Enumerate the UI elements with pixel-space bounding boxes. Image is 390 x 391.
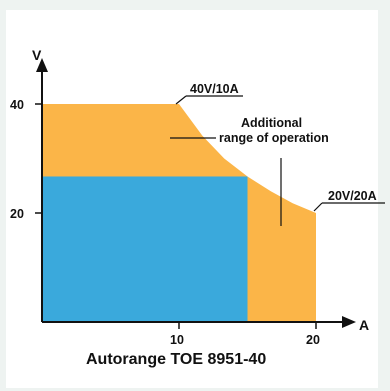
x-axis-arrow xyxy=(342,316,356,328)
y-axis-label: V xyxy=(32,47,42,63)
y-tick-label-20: 20 xyxy=(10,207,24,221)
corner-label-40v10a: 40V/10A xyxy=(190,82,239,96)
x-axis-label: A xyxy=(359,317,369,333)
additional-range-label-line1: Additional xyxy=(241,116,302,130)
y-tick-label-40: 40 xyxy=(10,98,24,112)
y-axis-arrow xyxy=(36,58,48,72)
chart-title: Autorange TOE 8951-40 xyxy=(86,351,266,368)
additional-range-label-line2: range of operation xyxy=(219,131,329,145)
x-tick-label-10: 10 xyxy=(170,333,184,347)
corner-leader-high xyxy=(175,95,187,105)
base-range-area xyxy=(42,176,248,322)
corner-label-20v20a: 20V/20A xyxy=(328,189,377,203)
x-tick-label-20: 20 xyxy=(306,333,320,347)
corner-leader-low xyxy=(313,202,323,212)
